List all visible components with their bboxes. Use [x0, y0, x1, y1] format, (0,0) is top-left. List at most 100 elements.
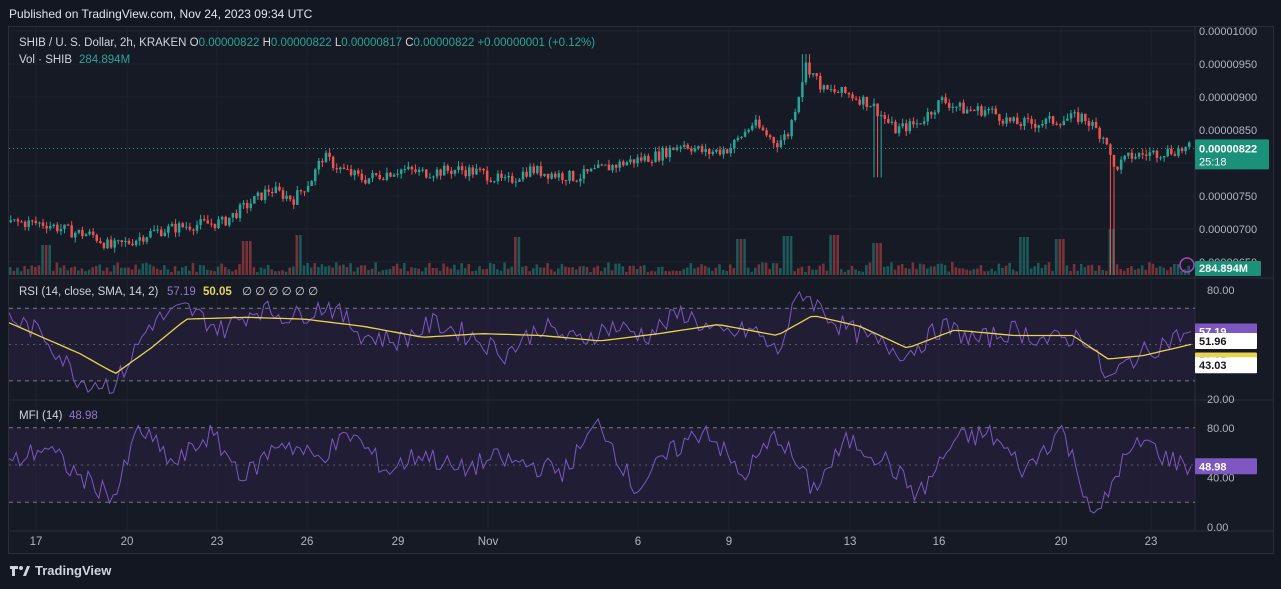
candle-body [242, 202, 245, 205]
candle-body [228, 217, 231, 226]
rsi-band-fill [9, 308, 1195, 381]
x-tick-7: 9 [726, 536, 732, 548]
candle-body [747, 129, 750, 132]
candle-body [1144, 154, 1148, 156]
candle-body [1059, 124, 1062, 126]
candle-body [876, 103, 879, 117]
candle-body [679, 146, 682, 148]
candle-body [1051, 116, 1055, 124]
candle-body [202, 219, 206, 221]
candle-body [220, 216, 224, 220]
volume-bar [34, 267, 37, 275]
volume-bar [1087, 265, 1090, 275]
candle-body [31, 220, 34, 222]
volume-bar [435, 268, 438, 275]
volume-bar [843, 271, 847, 275]
candle-body [1023, 118, 1026, 127]
candle-body [618, 161, 621, 168]
tradingview-logo[interactable]: TradingView [10, 563, 111, 578]
candle-body [156, 229, 159, 231]
candle-body [278, 186, 281, 191]
volume-bar [177, 271, 180, 275]
candle-body [410, 166, 414, 170]
mfi-tick-1: 40.00 [1207, 472, 1235, 484]
chart-canvas[interactable]: 0.00001000 0.00000950 0.00000900 0.00000850… [8, 26, 1273, 553]
volume-bar [277, 271, 281, 275]
candle-body [1105, 137, 1109, 145]
candle-body [733, 140, 736, 149]
candle-body [142, 237, 145, 242]
candle-body [389, 172, 392, 177]
price-tick-6: 0.00000700 [1199, 224, 1257, 236]
volume-bar [331, 267, 334, 275]
candle-body [958, 102, 962, 107]
candle-body [145, 237, 149, 242]
volume-bar [317, 267, 320, 275]
volume-bar [91, 267, 94, 275]
candle-body [99, 240, 102, 244]
candle-body [1012, 117, 1015, 122]
candle-body [360, 173, 364, 180]
volume-bar [496, 269, 499, 275]
candle-body [1123, 155, 1126, 160]
volume-bar [352, 271, 356, 275]
volume-bar [59, 267, 62, 275]
candle-body [482, 168, 485, 171]
candle-body [575, 180, 578, 182]
candle-body [310, 181, 313, 187]
mfi-value-badge: 48.98 [1199, 461, 1227, 473]
volume-bar [947, 271, 951, 275]
volume-bar [94, 265, 98, 275]
volume-bar [30, 265, 34, 275]
candle-body [872, 103, 876, 107]
candle-body [1091, 121, 1094, 126]
volume-bar [453, 264, 456, 275]
volume-bar [1180, 271, 1183, 275]
candle-body [507, 175, 510, 178]
volume-bar [761, 262, 764, 275]
candle-body [1069, 113, 1073, 119]
candle-body [804, 62, 808, 83]
candle-body [650, 161, 654, 163]
candle-body [1184, 146, 1187, 152]
volume-bar [650, 270, 653, 275]
chart-frame[interactable]: 0.00001000 0.00000950 0.00000900 0.00000850… [8, 26, 1274, 554]
candle-body [288, 195, 292, 200]
mfi-tick-2: 0.00 [1207, 522, 1228, 534]
volume-bar [839, 269, 843, 275]
candle-body [1080, 113, 1084, 122]
candle-body [138, 237, 141, 241]
volume-bar [284, 271, 288, 275]
volume-bar [1062, 239, 1065, 275]
mfi-tick-0: 80.00 [1207, 423, 1235, 435]
candle-body [1026, 118, 1030, 120]
volume-bar [739, 239, 743, 275]
x-tick-3: 26 [301, 536, 314, 548]
volume-bar [16, 267, 19, 275]
volume-bar [546, 263, 549, 275]
rsi-legend-ma: 50.05 [203, 286, 232, 298]
candle-body [317, 160, 321, 170]
volume-bar [1029, 268, 1033, 275]
candle-body [647, 155, 650, 162]
volume-bar [965, 269, 968, 275]
volume-bar [420, 271, 424, 275]
volume-bar [1126, 268, 1130, 275]
volume-bar [908, 268, 911, 275]
candle-body [758, 119, 761, 128]
candle-body [88, 231, 91, 235]
candle-body [546, 173, 550, 179]
candle-body [48, 226, 52, 229]
candle-body [428, 177, 432, 179]
last-price-badge [1195, 139, 1269, 170]
volume-bar [822, 263, 825, 275]
candle-body [629, 159, 632, 163]
volume-badge [1195, 261, 1261, 276]
candle-body [865, 96, 869, 107]
volume-bar [703, 265, 707, 275]
candle-body [489, 180, 493, 182]
candle-body [367, 178, 371, 184]
volume-bar [743, 239, 746, 275]
candle-body [167, 226, 170, 233]
volume-bar [696, 267, 700, 275]
